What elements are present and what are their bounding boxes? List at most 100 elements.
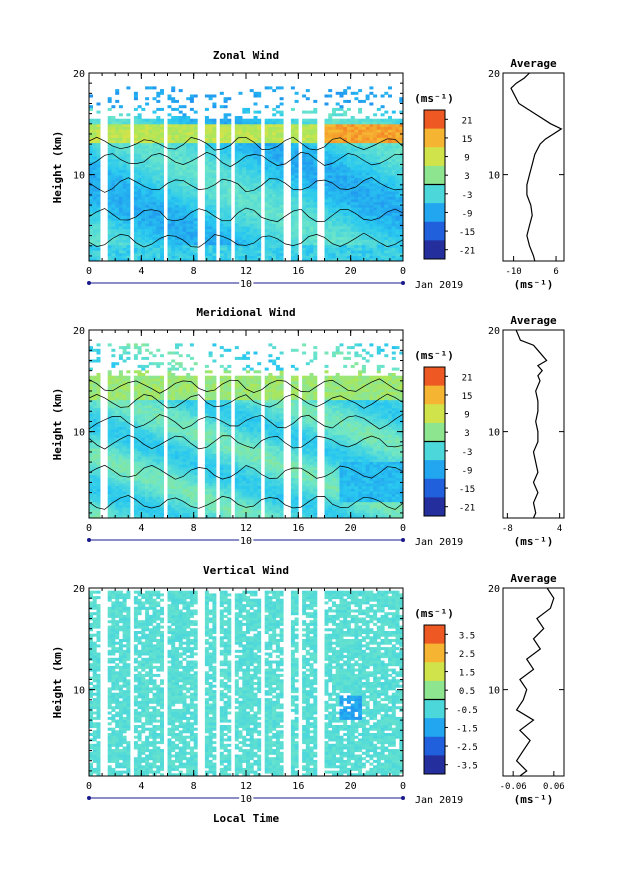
heatmap-cell	[148, 375, 153, 379]
heatmap-cell	[148, 188, 153, 192]
heatmap-cell	[391, 126, 396, 130]
heatmap-cell	[275, 180, 280, 184]
heatmap-cell	[395, 191, 400, 195]
heatmap-cell	[376, 145, 381, 149]
heatmap-cell	[324, 193, 329, 197]
heatmap-cell	[234, 124, 239, 127]
heatmap-cell	[141, 407, 146, 411]
heatmap-cell	[148, 212, 153, 216]
heatmap-cell	[332, 228, 336, 232]
heatmap-cell	[346, 247, 351, 251]
heatmap-cell	[175, 242, 179, 246]
heatmap-cell	[96, 150, 101, 154]
heatmap-cell	[272, 158, 277, 162]
heatmap-cell	[208, 153, 213, 157]
heatmap-cell	[148, 491, 153, 495]
heatmap-cell	[279, 110, 284, 114]
heatmap-cell	[332, 215, 336, 219]
heatmap-cell	[148, 407, 153, 411]
heatmap-cell	[324, 132, 329, 136]
heatmap-cell	[175, 247, 179, 251]
heatmap-cell	[275, 234, 280, 238]
heatmap-cell	[167, 158, 172, 162]
heatmap-cell	[268, 199, 273, 203]
heatmap-cell	[268, 158, 273, 162]
heatmap-cell	[204, 255, 209, 259]
heatmap-cell	[152, 156, 157, 160]
heatmap-cell	[302, 226, 307, 230]
heatmap-cell	[156, 424, 161, 427]
heatmap-cell	[115, 134, 120, 138]
heatmap-cell	[175, 145, 179, 149]
heatmap-cell	[234, 250, 239, 254]
heatmap-cell	[107, 234, 112, 238]
heatmap-cell	[309, 210, 314, 213]
heatmap-cell	[133, 191, 138, 195]
heatmap-cell	[148, 410, 153, 414]
heatmap-cell	[290, 207, 295, 211]
heatmap-cell	[178, 231, 183, 235]
heatmap-cell	[384, 177, 389, 181]
heatmap-cell	[339, 185, 344, 189]
heatmap-cell	[148, 199, 153, 203]
heatmap-cell	[339, 234, 344, 238]
heatmap-cell	[361, 180, 366, 184]
heatmap-cell	[391, 121, 396, 125]
heatmap-cell	[182, 255, 187, 259]
heatmap-cell	[365, 118, 370, 122]
heatmap-cell	[145, 148, 150, 152]
heatmap-cell	[361, 134, 366, 138]
heatmap-cell	[126, 426, 131, 430]
heatmap-cell	[380, 247, 385, 251]
heatmap-cell	[384, 201, 389, 205]
heatmap-cell	[223, 204, 228, 208]
heatmap-cell	[96, 175, 101, 179]
heatmap-cell	[160, 161, 164, 165]
heatmap-cell	[227, 156, 232, 160]
heatmap-cell	[272, 215, 277, 219]
heatmap-cell	[160, 228, 164, 232]
heatmap-cell	[249, 156, 254, 160]
heatmap-cell	[118, 234, 123, 238]
heatmap-cell	[133, 164, 138, 168]
heatmap-cell	[115, 89, 120, 93]
heatmap-cell	[89, 359, 93, 363]
heatmap-cell	[107, 252, 112, 256]
heatmap-cell	[148, 156, 153, 160]
heatmap-cell	[264, 199, 269, 203]
heatmap-cell	[182, 116, 187, 119]
heatmap-cell	[279, 132, 284, 136]
heatmap-cell	[395, 153, 400, 157]
heatmap-cell	[148, 175, 153, 179]
heatmap-cell	[89, 258, 93, 262]
heatmap-cell	[175, 129, 179, 133]
heatmap-cell	[186, 164, 191, 168]
heatmap-cell	[380, 126, 385, 130]
heatmap-cell	[137, 413, 142, 417]
heatmap-cell	[126, 148, 131, 152]
heatmap-cell	[354, 134, 359, 138]
heatmap-cell	[234, 244, 239, 248]
heatmap-cell	[118, 172, 123, 176]
heatmap-cell	[268, 220, 273, 224]
heatmap-cell	[182, 140, 187, 144]
heatmap-cell	[148, 488, 153, 492]
heatmap-cell	[395, 234, 400, 238]
heatmap-cell	[399, 247, 404, 251]
heatmap-cell	[122, 410, 127, 414]
heatmap-cell	[335, 91, 340, 95]
heatmap-cell	[115, 142, 120, 146]
heatmap-cell	[388, 250, 392, 254]
heatmap-cell	[234, 234, 239, 238]
heatmap-cell	[137, 499, 142, 503]
heatmap-cell	[290, 199, 295, 203]
heatmap-cell	[208, 204, 213, 208]
heatmap-cell	[257, 247, 262, 251]
heatmap-cell	[171, 124, 176, 127]
heatmap-cell	[160, 153, 164, 157]
heatmap-cell	[328, 247, 333, 251]
heatmap-cell	[141, 126, 146, 130]
heatmap-cell	[328, 137, 333, 141]
heatmap-cell	[92, 472, 97, 476]
heatmap-cell	[294, 177, 299, 181]
